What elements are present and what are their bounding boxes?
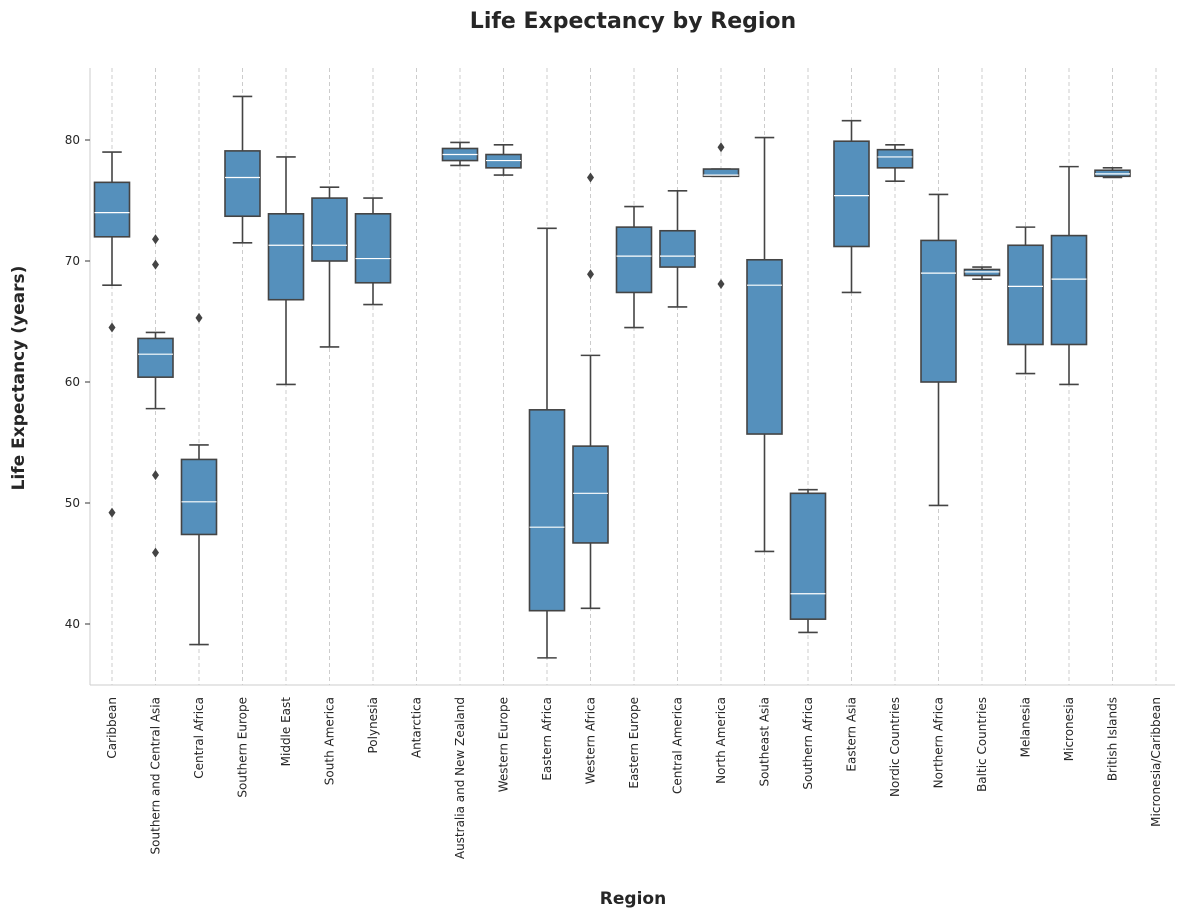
- x-tick-label: Polynesia: [366, 697, 380, 754]
- box-iqr: [485, 153, 522, 169]
- box-iqr: [702, 168, 740, 178]
- box-iqr: [746, 258, 783, 435]
- outlier-point: [587, 172, 594, 183]
- x-tick-label: South America: [323, 697, 337, 785]
- x-tick-label: Nordic Countries: [888, 697, 902, 797]
- box-iqr: [572, 445, 609, 544]
- x-tick-label: Micronesia: [1062, 697, 1076, 761]
- box-iqr: [789, 492, 827, 620]
- x-tick-label: Central America: [671, 697, 685, 794]
- x-tick-label: Western Africa: [584, 697, 598, 784]
- box-iqr: [267, 213, 305, 301]
- outlier-point: [587, 269, 594, 280]
- box-iqr: [180, 458, 218, 536]
- box-iqr: [528, 409, 566, 612]
- y-tick-label: 50: [65, 496, 80, 510]
- x-tick-label: British Islands: [1106, 697, 1120, 781]
- outlier-point: [152, 259, 159, 270]
- tick-labels: 40 50 60 70 80 Caribbean Southern and Central …: [65, 133, 1163, 859]
- axes: [85, 68, 1175, 686]
- x-tick-label: Southeast Asia: [758, 697, 772, 787]
- outlier-point: [152, 470, 159, 481]
- box-iqr: [1094, 169, 1131, 178]
- box-iqr: [1050, 234, 1088, 346]
- box-iqr: [311, 197, 348, 262]
- outlier-point: [152, 234, 159, 245]
- x-tick-label: Micronesia/Caribbean: [1149, 697, 1163, 827]
- outlier-point: [195, 312, 203, 323]
- box-iqr: [137, 337, 174, 378]
- chart-title: Life Expectancy by Region: [470, 9, 796, 34]
- x-tick-label: Southern Europe: [236, 697, 250, 798]
- x-tick-label: Eastern Europe: [627, 697, 641, 789]
- box-iqr: [224, 150, 261, 218]
- outlier-point: [152, 547, 159, 558]
- x-tick-label: Southern and Central Asia: [149, 697, 163, 854]
- x-tick-label: Melanesia: [1019, 697, 1033, 757]
- box-iqr: [354, 213, 392, 284]
- x-tick-label: Eastern Africa: [540, 697, 554, 781]
- x-tick-label: Caribbean: [105, 697, 119, 759]
- x-tick-label: Northern Africa: [932, 697, 946, 788]
- y-tick-label: 40: [65, 617, 80, 631]
- outlier-point: [717, 142, 725, 153]
- x-axis-title: Region: [600, 889, 666, 909]
- x-tick-label: Southern Africa: [801, 697, 815, 790]
- grid-lines: [111, 68, 1157, 685]
- outlier-point: [717, 278, 725, 289]
- outlier-point: [108, 507, 116, 518]
- box-iqr: [876, 148, 914, 169]
- box-iqr: [963, 268, 1001, 277]
- x-tick-label: Australia and New Zealand: [453, 697, 467, 859]
- x-tick-label: Baltic Countries: [975, 697, 989, 792]
- y-tick-label: 70: [65, 254, 80, 268]
- x-tick-label: Antarctica: [410, 697, 424, 758]
- x-tick-label: Eastern Asia: [845, 697, 859, 772]
- y-tick-label: 80: [65, 133, 80, 147]
- box-iqr: [659, 229, 696, 268]
- x-tick-label: Central Africa: [192, 697, 206, 779]
- y-tick-label: 60: [65, 375, 80, 389]
- outlier-point: [108, 322, 116, 333]
- box-iqr: [1007, 244, 1044, 346]
- y-axis-title: Life Expectancy (years): [9, 266, 29, 491]
- x-tick-label: Western Europe: [497, 697, 511, 792]
- boxes: [93, 95, 1131, 659]
- x-tick-label: North America: [714, 697, 728, 784]
- box-iqr: [615, 226, 653, 294]
- x-tick-label: Middle East: [279, 697, 293, 767]
- box-iqr: [833, 140, 870, 248]
- box-iqr: [920, 239, 957, 383]
- box-iqr: [93, 181, 131, 238]
